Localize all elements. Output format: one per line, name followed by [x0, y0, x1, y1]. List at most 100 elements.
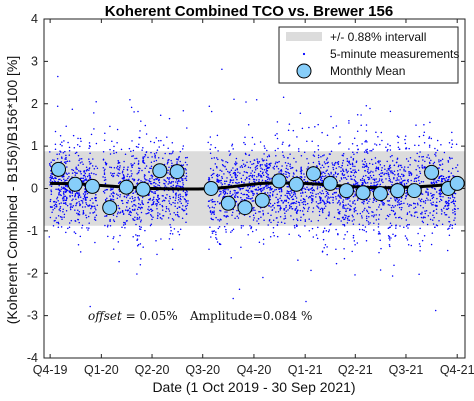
- measurement-dot: [375, 200, 378, 202]
- measurement-dot: [283, 218, 285, 220]
- measurement-dot: [427, 188, 429, 191]
- measurement-dot: [153, 185, 155, 187]
- measurement-dot: [306, 180, 309, 183]
- measurement-dot: [398, 206, 401, 209]
- measurement-dot: [84, 179, 87, 181]
- measurement-dot: [141, 149, 143, 151]
- measurement-dot: [272, 190, 275, 193]
- measurement-dot: [69, 208, 72, 211]
- measurement-dot: [389, 179, 391, 181]
- measurement-dot: [356, 113, 359, 116]
- measurement-dot: [49, 151, 51, 153]
- measurement-dot: [235, 181, 237, 184]
- measurement-dot: [353, 199, 356, 202]
- measurement-dot: [234, 161, 237, 163]
- measurement-dot: [452, 209, 454, 211]
- measurement-dot: [111, 173, 114, 175]
- measurement-dot: [143, 176, 146, 178]
- measurement-dot: [321, 210, 324, 212]
- measurement-dot: [440, 195, 442, 198]
- measurement-dot: [424, 199, 427, 202]
- measurement-dot: [359, 212, 362, 215]
- measurement-dot: [292, 129, 295, 132]
- measurement-dot: [417, 160, 420, 162]
- measurement-dot: [125, 220, 128, 222]
- measurement-dot: [265, 168, 268, 170]
- measurement-dot: [288, 175, 290, 177]
- measurement-dot: [282, 173, 285, 175]
- measurement-dot: [104, 215, 106, 217]
- measurement-dot: [64, 150, 66, 153]
- measurement-dot: [406, 203, 409, 205]
- measurement-dot: [140, 219, 142, 221]
- measurement-dot: [323, 175, 325, 178]
- measurement-dot: [397, 146, 400, 148]
- measurement-dot: [416, 202, 419, 205]
- measurement-dot: [414, 159, 416, 161]
- measurement-dot: [242, 159, 244, 162]
- measurement-dot: [182, 209, 184, 211]
- measurement-dot: [90, 172, 93, 174]
- measurement-dot: [50, 165, 52, 168]
- measurement-dot: [440, 213, 443, 215]
- measurement-dot: [434, 226, 436, 228]
- measurement-dot: [182, 195, 184, 198]
- measurement-dot: [50, 174, 52, 177]
- measurement-dot: [109, 153, 112, 155]
- measurement-dot: [404, 235, 407, 237]
- measurement-dot: [263, 188, 265, 190]
- measurement-dot: [160, 238, 162, 240]
- measurement-dot: [220, 182, 222, 184]
- measurement-dot: [374, 143, 376, 145]
- measurement-dot: [212, 218, 214, 221]
- measurement-dot: [287, 157, 289, 159]
- measurement-dot: [173, 212, 175, 214]
- measurement-dot: [438, 159, 440, 161]
- measurement-dot: [324, 196, 327, 198]
- measurement-dot: [379, 233, 381, 235]
- measurement-dot: [81, 180, 84, 182]
- measurement-dot: [362, 179, 364, 182]
- measurement-dot: [231, 176, 233, 178]
- measurement-dot: [421, 211, 423, 214]
- measurement-dot: [341, 164, 343, 167]
- measurement-dot: [151, 199, 154, 201]
- measurement-dot: [452, 199, 455, 201]
- measurement-dot: [130, 163, 132, 165]
- measurement-dot: [373, 178, 376, 181]
- measurement-dot: [169, 213, 172, 215]
- measurement-dot: [361, 177, 364, 180]
- measurement-dot: [366, 182, 369, 184]
- measurement-dot: [409, 204, 411, 206]
- measurement-dot: [215, 236, 217, 239]
- measurement-dot: [327, 165, 330, 168]
- measurement-dot: [408, 223, 410, 226]
- measurement-dot: [162, 144, 165, 146]
- measurement-dot: [400, 178, 403, 180]
- measurement-dot: [135, 223, 137, 226]
- monthly-mean-marker: [237, 200, 253, 216]
- measurement-dot: [247, 189, 250, 191]
- measurement-dot: [380, 208, 382, 211]
- measurement-dot: [352, 202, 354, 205]
- measurement-dot: [96, 167, 99, 169]
- measurement-dot: [320, 155, 322, 158]
- measurement-dot: [254, 168, 257, 171]
- measurement-dot: [135, 212, 138, 214]
- measurement-dot: [231, 214, 233, 216]
- measurement-dot: [162, 157, 164, 160]
- measurement-dot: [216, 241, 219, 243]
- measurement-dot: [379, 163, 382, 166]
- measurement-dot: [171, 162, 173, 164]
- measurement-dot: [304, 220, 307, 223]
- measurement-dot: [254, 167, 257, 169]
- measurement-dot: [275, 211, 277, 213]
- measurement-dot: [149, 140, 152, 143]
- measurement-dot: [93, 173, 95, 175]
- measurement-dot: [407, 179, 409, 181]
- measurement-dot: [132, 236, 134, 238]
- measurement-dot: [109, 195, 111, 197]
- measurement-dot: [88, 227, 90, 229]
- measurement-dot: [360, 124, 362, 127]
- measurement-dot: [389, 204, 391, 206]
